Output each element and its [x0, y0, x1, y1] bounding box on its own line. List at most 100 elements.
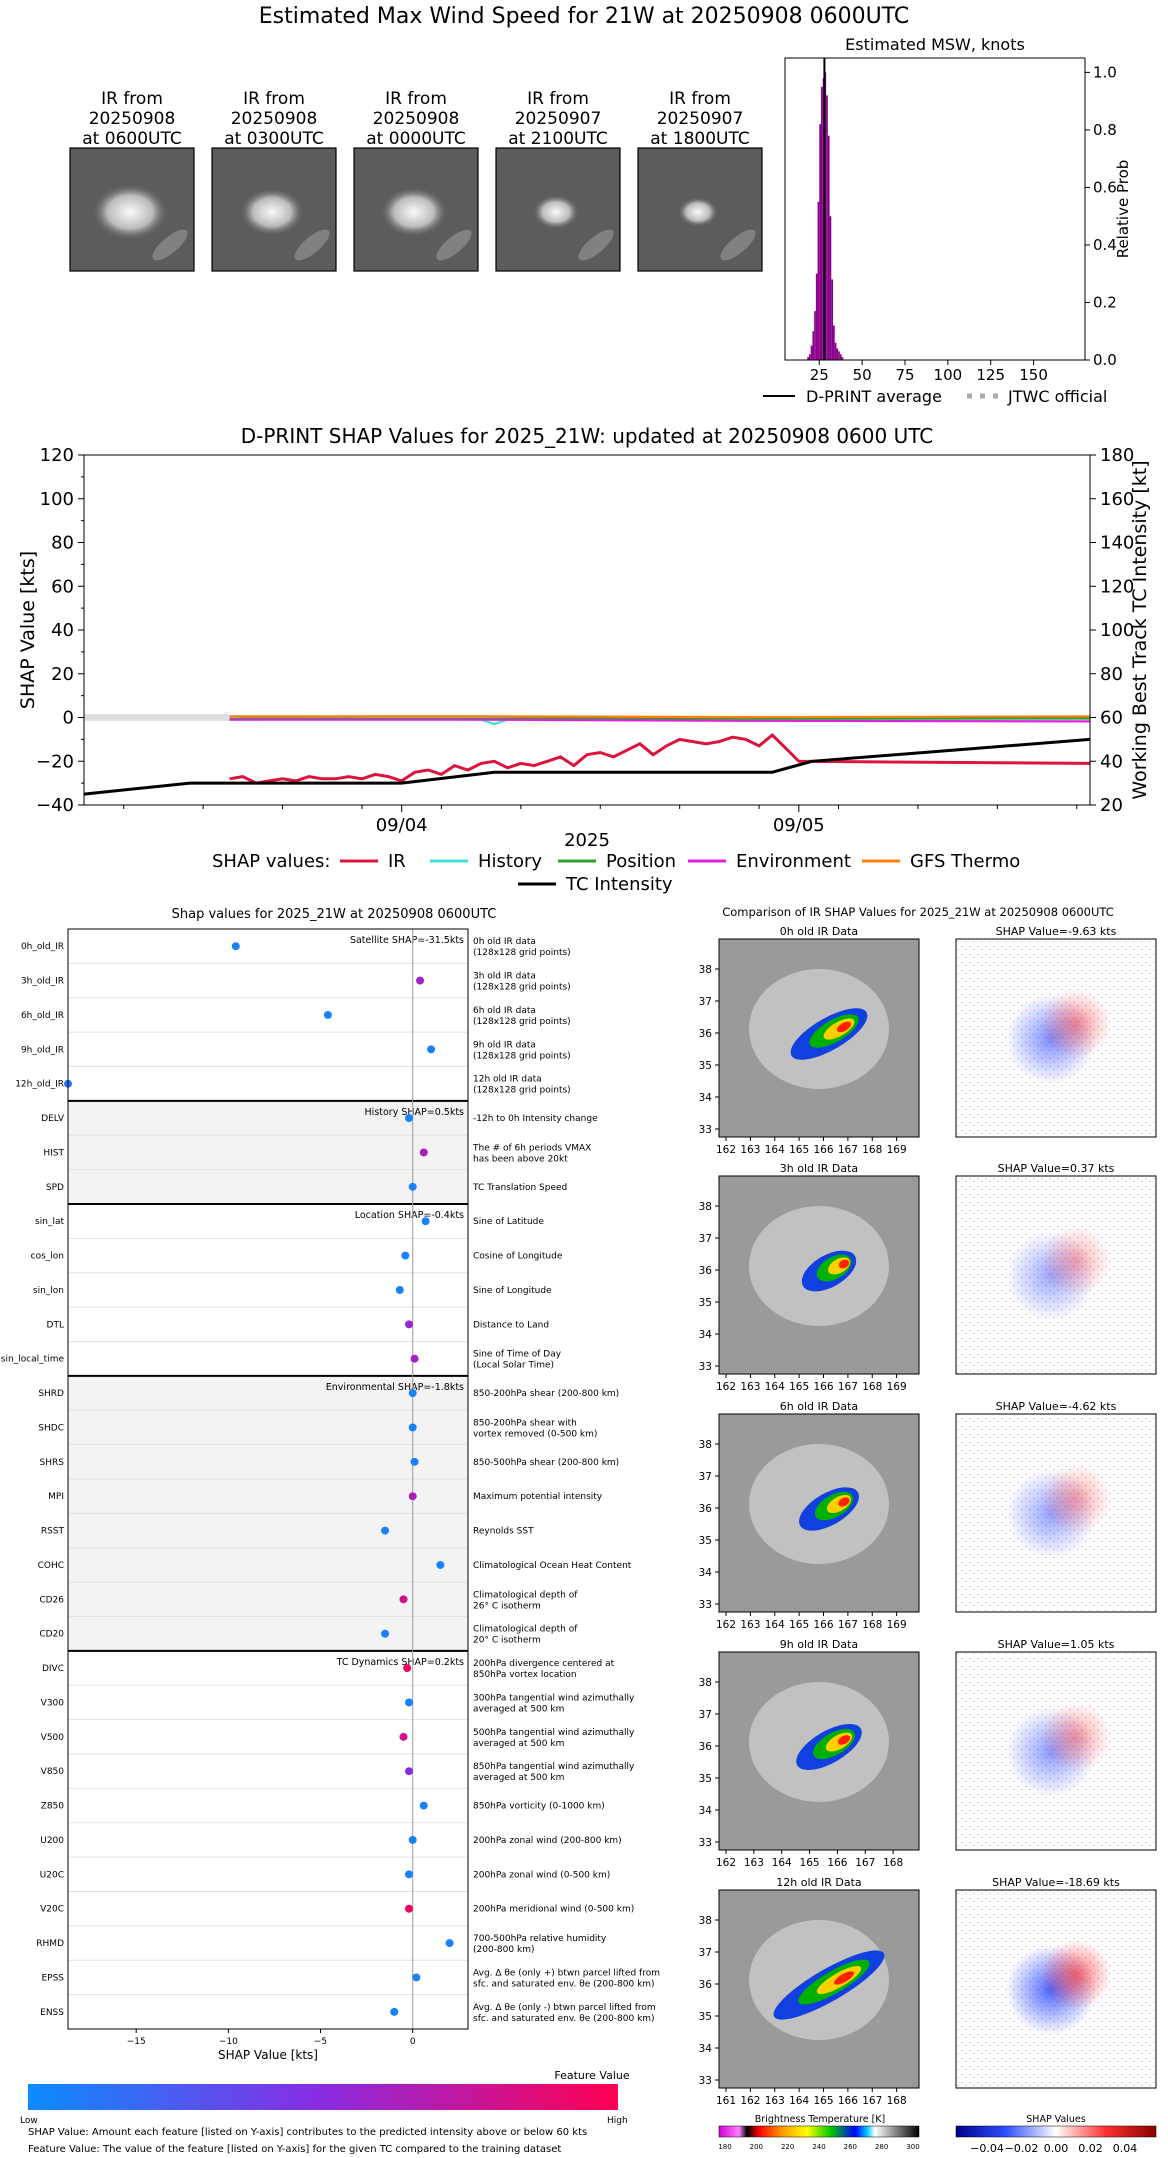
- feature-point: [405, 1114, 414, 1123]
- histogram-bar: [810, 345, 813, 360]
- feature-point: [405, 1870, 414, 1879]
- bt-colorbar-tick: 280: [875, 2143, 888, 2151]
- y-tick-label: 100: [40, 489, 74, 510]
- colorbar-high-label: High: [607, 2116, 628, 2126]
- y-tick-label: 0: [63, 708, 74, 729]
- ir-frame: [718, 1651, 920, 1851]
- feature-description: Climatological Ocean Heat Content: [473, 1561, 632, 1571]
- group-label: History SHAP=0.5kts: [365, 1107, 465, 1118]
- feature-name: RSST: [41, 1527, 65, 1537]
- feature-frame: [67, 928, 469, 2030]
- ir-x-tick-label: 163: [765, 2095, 785, 2107]
- ir-y-tick-label: 36: [699, 1979, 713, 1991]
- ir-frame: [718, 1175, 920, 1375]
- timeseries-title: D-PRINT SHAP Values for 2025_21W: update…: [241, 424, 933, 448]
- ir-x-tick-label: 168: [862, 1619, 882, 1631]
- ir-x-tick-label: 166: [813, 1619, 833, 1631]
- feature-description-line2: (128x128 grid points): [473, 1051, 571, 1061]
- feature-description: Climatological depth of: [473, 1590, 578, 1600]
- ir-x-tick-label: 162: [716, 1619, 736, 1631]
- ir-x-tick-label: 167: [855, 1857, 875, 1869]
- colorbar-title: Feature Value: [554, 2069, 630, 2082]
- legend-jtwc-label: JTWC official: [1007, 387, 1107, 406]
- feature-description-line2: sfc. and saturated env. θe (200-800 km): [473, 2014, 655, 2024]
- shap-colorbar-tick: 0.02: [1078, 2142, 1103, 2155]
- feature-description: TC Translation Speed: [472, 1183, 567, 1193]
- feature-description: Climatological depth of: [473, 1625, 578, 1635]
- ir-x-tick-label: 163: [744, 1857, 764, 1869]
- feature-point: [421, 1217, 430, 1226]
- shap-frame: [955, 938, 1157, 1138]
- ir-y-tick-label: 36: [699, 1028, 713, 1040]
- cloud-shape: [92, 184, 168, 240]
- cloud-band: [436, 229, 472, 261]
- feature-point: [408, 1182, 417, 1191]
- map-panel-pair: 0h old IR Data 38 37 36 35 34 33 162 163 164 165 16…: [699, 925, 1157, 1156]
- y-tick-label: 120: [40, 445, 74, 466]
- feature-name: CD20: [39, 1630, 64, 1640]
- ir-panel-title: 3h old IR Data: [780, 1162, 858, 1175]
- ir-x-tick-label: 164: [772, 1857, 792, 1869]
- ir-y-tick-label: 36: [699, 1265, 713, 1277]
- ir-y-tick-label: 35: [699, 1773, 712, 1785]
- thumbnail-caption-line3: at 2100UTC: [508, 129, 607, 149]
- ir-x-tick-label: 165: [789, 1144, 809, 1156]
- feature-point: [419, 1801, 428, 1810]
- y-tick-label: 0.6: [1093, 178, 1117, 196]
- ir-x-tick-label: 164: [765, 1144, 785, 1156]
- thumbnail-caption-line1: IR from: [669, 89, 731, 109]
- ir-convection-peak: [836, 1021, 852, 1033]
- series-line-gfs_thermo: [229, 715, 1091, 719]
- shap-positive-region: [1041, 989, 1111, 1059]
- ir-y-tick-label: 34: [699, 1567, 713, 1579]
- histogram-bar: [809, 354, 811, 360]
- ir-x-tick-label: 168: [883, 1857, 903, 1869]
- x-tick-label: −15: [127, 2037, 146, 2047]
- legend-label-tc_intensity: TC Intensity: [565, 874, 673, 895]
- ir-y-tick-label: 33: [699, 1837, 712, 1849]
- ir-x-tick-label: 168: [887, 2095, 907, 2107]
- x-tick-label: 100: [934, 366, 963, 384]
- x-tick-label: 09/04: [376, 815, 428, 836]
- feature-name: ENSS: [40, 2008, 64, 2018]
- y-tick-label: 60: [51, 576, 74, 597]
- feature-point: [419, 1148, 428, 1157]
- feature-point: [410, 1354, 419, 1363]
- ir-y-tick-label: 35: [699, 1060, 712, 1072]
- feature-name: RHMD: [36, 1939, 64, 1949]
- shap-colorbar: [955, 2125, 1157, 2138]
- y-right-tick-label: 180: [1100, 445, 1134, 466]
- thumbnail-caption-line3: at 0600UTC: [82, 129, 181, 149]
- ir-y-tick-label: 34: [699, 2043, 713, 2055]
- thumbnail-caption-line2: 20250908: [373, 109, 460, 129]
- feature-value-colorbar: [28, 2084, 618, 2110]
- ir-x-tick-label: 161: [716, 2095, 736, 2107]
- feature-description: 850-200hPa shear (200-800 km): [473, 1389, 619, 1399]
- feature-name: COHC: [38, 1561, 64, 1571]
- ir-x-tick-label: 165: [789, 1381, 809, 1393]
- feature-point: [399, 1732, 408, 1741]
- feature-description: 12h old IR data: [473, 1075, 542, 1085]
- ir-y-tick-label: 37: [699, 1233, 712, 1245]
- histogram-bar: [836, 348, 839, 360]
- ir-convection-peak: [833, 1971, 855, 1985]
- feature-name: DELV: [41, 1114, 65, 1124]
- group-label: Satellite SHAP=-31.5kts: [350, 935, 464, 946]
- ir-frame: [718, 1889, 920, 2089]
- y-right-tick-label: 80: [1100, 664, 1123, 685]
- feature-description: 700-500hPa relative humidity: [473, 1934, 607, 1944]
- legend-label-environment: Environment: [736, 851, 851, 872]
- cloud-band: [294, 229, 330, 261]
- feature-description: Avg. Δ θe (only +) btwn parcel lifted fr…: [473, 1968, 660, 1978]
- feature-chart-title: Shap values for 2025_21W at 20250908 060…: [172, 907, 497, 922]
- feature-point: [405, 1698, 414, 1707]
- shaded-band: [84, 714, 230, 721]
- feature-description: Cosine of Longitude: [473, 1252, 563, 1262]
- histogram-title: Estimated MSW, knots: [845, 35, 1025, 54]
- legend-label-ir: IR: [388, 851, 406, 872]
- x-tick-label: 75: [895, 366, 914, 384]
- legend-label-history: History: [478, 851, 542, 872]
- ir-x-tick-label: 167: [838, 1144, 858, 1156]
